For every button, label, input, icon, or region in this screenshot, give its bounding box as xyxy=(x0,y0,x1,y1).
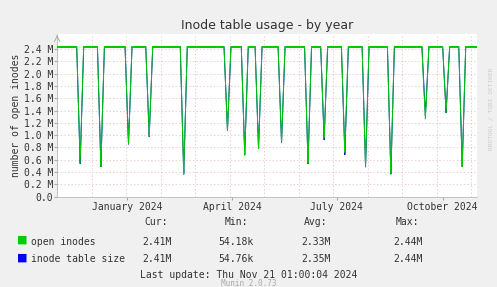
Text: 54.76k: 54.76k xyxy=(219,254,253,264)
Text: Munin 2.0.73: Munin 2.0.73 xyxy=(221,280,276,287)
Text: open inodes: open inodes xyxy=(31,236,95,247)
Text: Max:: Max: xyxy=(396,217,419,227)
Text: 2.33M: 2.33M xyxy=(301,236,331,247)
Text: 54.18k: 54.18k xyxy=(219,236,253,247)
Title: Inode table usage - by year: Inode table usage - by year xyxy=(181,19,353,32)
Text: 2.35M: 2.35M xyxy=(301,254,331,264)
Text: Last update: Thu Nov 21 01:00:04 2024: Last update: Thu Nov 21 01:00:04 2024 xyxy=(140,270,357,280)
Text: 2.41M: 2.41M xyxy=(142,236,171,247)
Text: 2.41M: 2.41M xyxy=(142,254,171,264)
Text: ■: ■ xyxy=(17,252,28,262)
Text: Cur:: Cur: xyxy=(145,217,168,227)
Text: RRDTOOL / TOBI OETIKER: RRDTOOL / TOBI OETIKER xyxy=(489,68,494,150)
Y-axis label: number of open inodes: number of open inodes xyxy=(11,54,21,177)
Text: 2.44M: 2.44M xyxy=(393,254,422,264)
Text: ■: ■ xyxy=(17,235,28,245)
Text: Avg:: Avg: xyxy=(304,217,328,227)
Text: 2.44M: 2.44M xyxy=(393,236,422,247)
Text: Min:: Min: xyxy=(224,217,248,227)
Text: inode table size: inode table size xyxy=(31,254,125,264)
